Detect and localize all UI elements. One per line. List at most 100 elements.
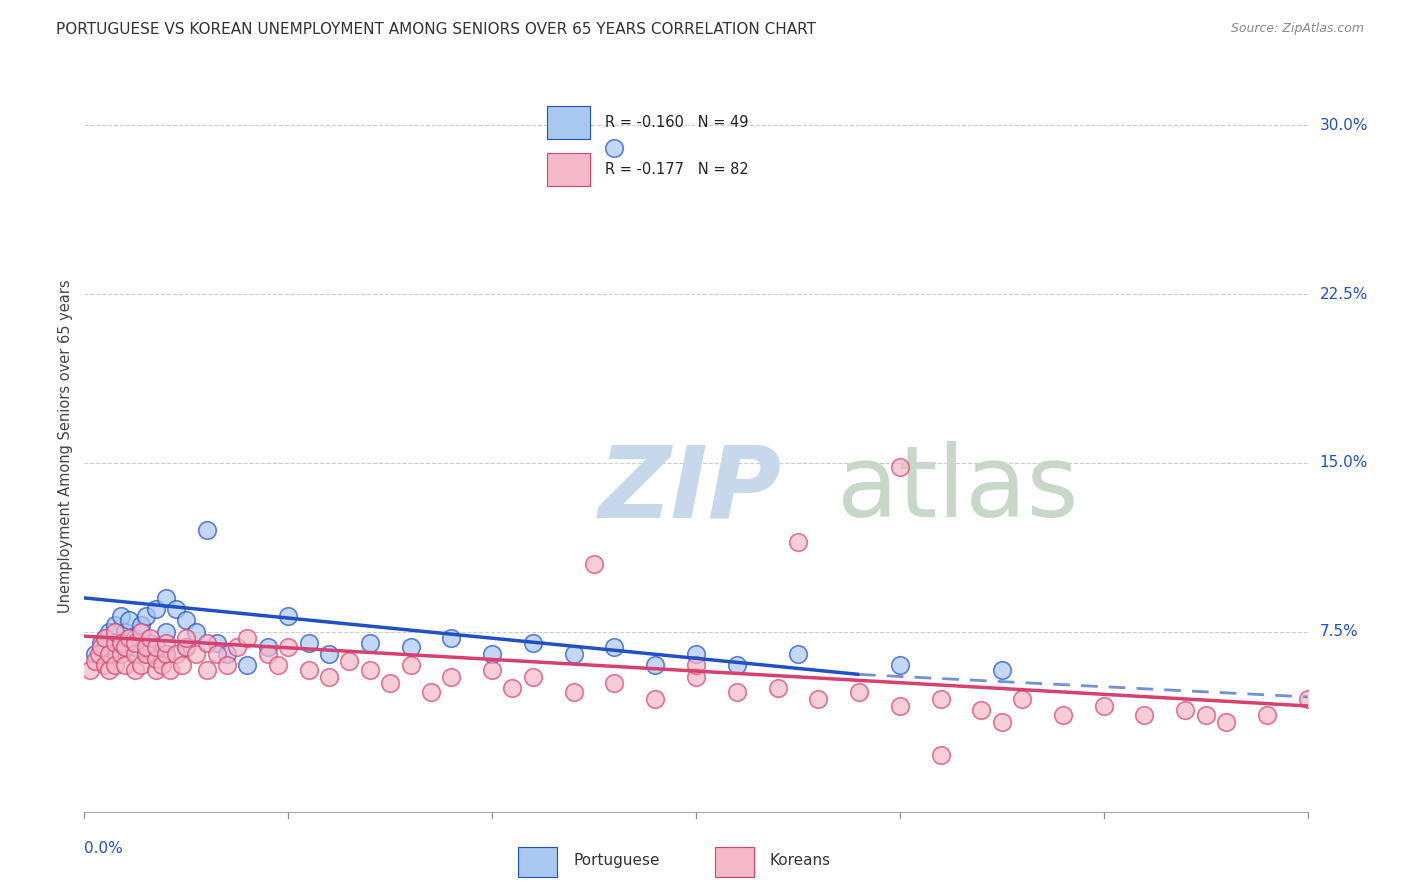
Point bbox=[929, 692, 952, 706]
Point bbox=[145, 651, 167, 665]
Point bbox=[399, 640, 422, 655]
Point bbox=[135, 640, 157, 655]
Text: 22.5%: 22.5% bbox=[1320, 286, 1368, 301]
Point bbox=[644, 692, 666, 706]
Point bbox=[991, 663, 1014, 677]
Point bbox=[1296, 692, 1319, 706]
Point bbox=[1256, 708, 1278, 723]
Point bbox=[165, 647, 187, 661]
Point bbox=[93, 632, 115, 646]
Point bbox=[145, 663, 167, 677]
Point bbox=[685, 658, 707, 673]
Point bbox=[195, 524, 218, 538]
Point bbox=[522, 670, 544, 684]
Point bbox=[359, 636, 381, 650]
Point bbox=[725, 685, 748, 699]
Point bbox=[603, 676, 626, 690]
Point bbox=[236, 658, 259, 673]
Point bbox=[131, 618, 153, 632]
Point bbox=[110, 636, 132, 650]
Point bbox=[159, 663, 181, 677]
Point bbox=[110, 608, 132, 623]
Point bbox=[440, 632, 463, 646]
Point bbox=[991, 714, 1014, 729]
Point bbox=[104, 658, 127, 673]
Text: 7.5%: 7.5% bbox=[1320, 624, 1358, 640]
Point bbox=[97, 647, 120, 661]
Point bbox=[114, 640, 136, 655]
Point bbox=[848, 685, 870, 699]
Point bbox=[165, 602, 187, 616]
Bar bbox=[517, 847, 557, 877]
Text: PORTUGUESE VS KOREAN UNEMPLOYMENT AMONG SENIORS OVER 65 YEARS CORRELATION CHART: PORTUGUESE VS KOREAN UNEMPLOYMENT AMONG … bbox=[56, 22, 817, 37]
Point bbox=[1092, 698, 1115, 713]
Point bbox=[118, 632, 141, 646]
Point bbox=[644, 658, 666, 673]
Point bbox=[124, 640, 146, 655]
Point bbox=[339, 654, 360, 668]
Point bbox=[277, 640, 299, 655]
Point bbox=[298, 663, 321, 677]
Point bbox=[79, 663, 101, 677]
Point bbox=[359, 663, 381, 677]
Point bbox=[110, 636, 132, 650]
Text: Portuguese: Portuguese bbox=[574, 854, 659, 868]
Point bbox=[970, 703, 993, 717]
Point bbox=[174, 640, 197, 655]
Point bbox=[929, 748, 952, 763]
Point bbox=[124, 663, 146, 677]
Y-axis label: Unemployment Among Seniors over 65 years: Unemployment Among Seniors over 65 years bbox=[58, 279, 73, 613]
Point bbox=[110, 647, 132, 661]
Point bbox=[150, 658, 173, 673]
Point bbox=[155, 636, 177, 650]
Point bbox=[685, 670, 707, 684]
Point bbox=[174, 640, 197, 655]
Point bbox=[135, 608, 157, 623]
Point bbox=[399, 658, 422, 673]
Point bbox=[97, 624, 120, 639]
Point bbox=[83, 647, 105, 661]
Point bbox=[114, 624, 136, 639]
Point bbox=[195, 636, 218, 650]
Point bbox=[114, 640, 136, 655]
Point bbox=[766, 681, 789, 695]
Point bbox=[267, 658, 290, 673]
Point bbox=[124, 636, 146, 650]
Point bbox=[298, 636, 321, 650]
Point bbox=[725, 658, 748, 673]
Point bbox=[562, 647, 585, 661]
Point bbox=[90, 640, 112, 655]
Point bbox=[174, 632, 197, 646]
Point bbox=[318, 647, 340, 661]
Point bbox=[1052, 708, 1074, 723]
Point bbox=[90, 636, 112, 650]
Point bbox=[155, 591, 177, 605]
Point bbox=[155, 647, 177, 661]
Point bbox=[135, 647, 157, 661]
Point bbox=[1195, 708, 1218, 723]
Point bbox=[217, 647, 239, 661]
Point bbox=[114, 658, 136, 673]
Point bbox=[93, 632, 115, 646]
Point bbox=[481, 647, 503, 661]
Point bbox=[186, 624, 208, 639]
Point bbox=[1215, 714, 1237, 729]
Point bbox=[174, 614, 197, 628]
Text: ZIP: ZIP bbox=[598, 442, 782, 539]
Point bbox=[93, 640, 115, 655]
Point bbox=[131, 624, 153, 639]
Point bbox=[118, 614, 141, 628]
Point bbox=[807, 692, 830, 706]
Point bbox=[481, 663, 503, 677]
Point bbox=[138, 632, 160, 646]
Point bbox=[1011, 692, 1033, 706]
Point bbox=[685, 647, 707, 661]
Text: R = -0.160   N = 49: R = -0.160 N = 49 bbox=[606, 115, 749, 130]
Point bbox=[217, 658, 239, 673]
Point bbox=[257, 647, 280, 661]
Text: R = -0.177   N = 82: R = -0.177 N = 82 bbox=[606, 162, 749, 178]
Point bbox=[226, 640, 249, 655]
Point bbox=[205, 636, 228, 650]
Text: 30.0%: 30.0% bbox=[1320, 118, 1368, 133]
Point bbox=[603, 640, 626, 655]
